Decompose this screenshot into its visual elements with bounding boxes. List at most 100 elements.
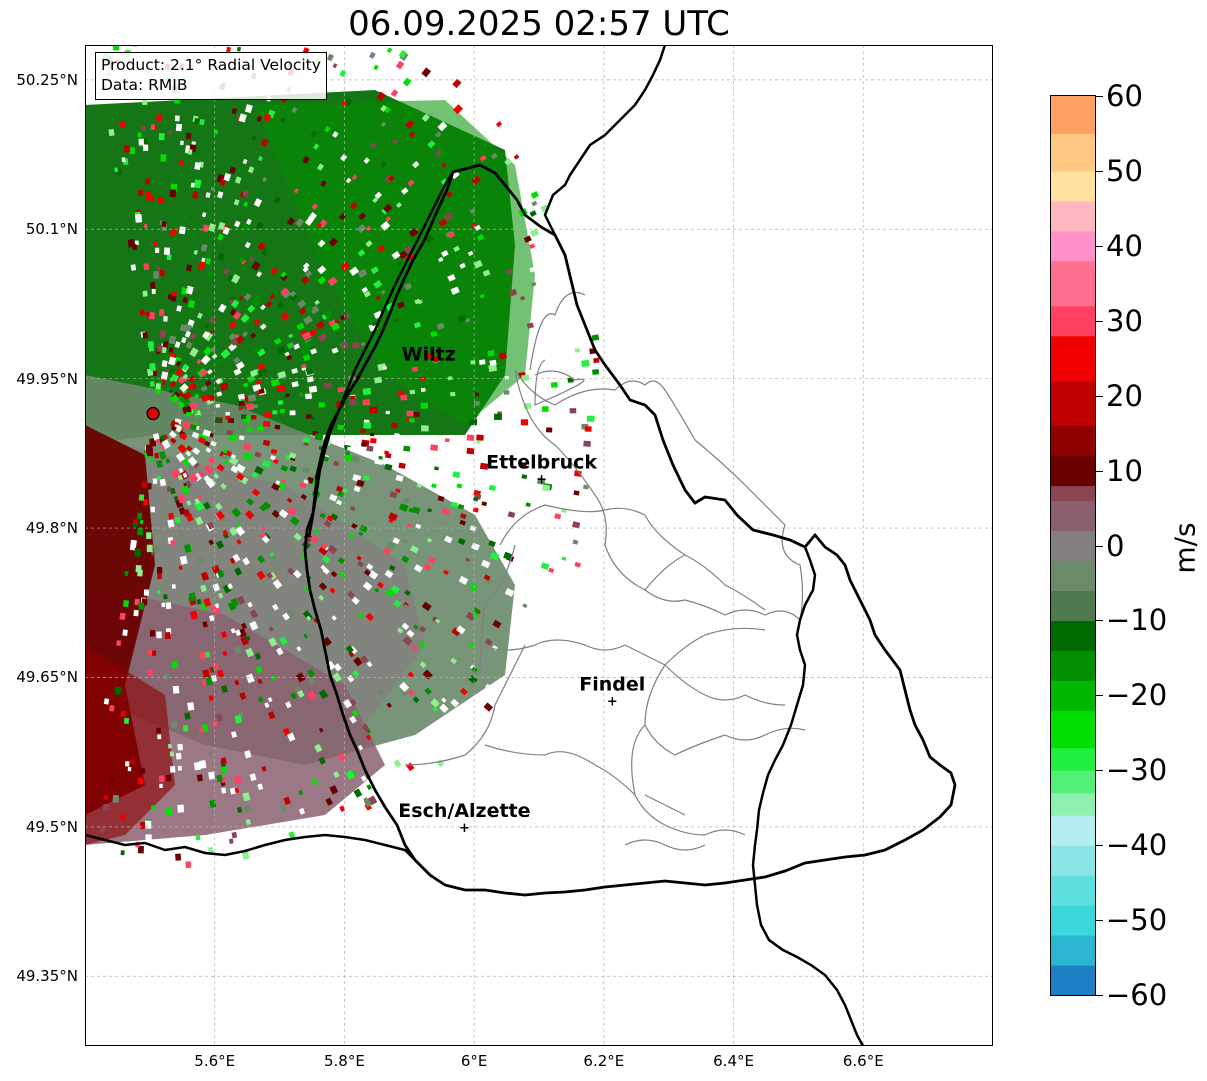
velocity-bin	[369, 406, 378, 414]
velocity-bin	[193, 249, 198, 255]
velocity-bin	[591, 451, 598, 457]
velocity-bin	[262, 439, 271, 447]
velocity-bin	[520, 467, 527, 473]
velocity-bin	[208, 539, 214, 546]
velocity-bin	[352, 669, 360, 678]
velocity-bin	[357, 249, 366, 257]
velocity-bin	[270, 266, 279, 276]
velocity-bin	[459, 513, 467, 520]
velocity-bin	[357, 224, 367, 234]
velocity-bin	[174, 516, 181, 524]
velocity-bin	[314, 433, 324, 441]
velocity-bin	[473, 259, 483, 269]
velocity-bin	[179, 432, 188, 441]
velocity-bin	[492, 619, 502, 629]
velocity-bin	[458, 490, 468, 498]
velocity-bin	[181, 485, 191, 495]
velocity-bin	[218, 592, 224, 599]
velocity-bin	[420, 387, 426, 392]
velocity-bin	[494, 413, 502, 420]
velocity-bin	[444, 535, 453, 544]
velocity-bin	[209, 316, 216, 324]
velocity-bin	[361, 286, 369, 294]
velocity-bin	[114, 167, 119, 173]
velocity-bin	[232, 311, 242, 320]
velocity-bin	[406, 629, 415, 638]
velocity-bin	[189, 472, 199, 483]
velocity-bin	[359, 524, 368, 533]
velocity-bin	[357, 612, 365, 620]
velocity-bin	[208, 695, 214, 702]
velocity-bin	[398, 462, 406, 469]
velocity-bin	[120, 813, 126, 820]
velocity-bin	[204, 651, 211, 658]
velocity-bin	[256, 570, 266, 580]
velocity-bin	[565, 432, 571, 437]
colorbar-tick-mark	[1096, 96, 1103, 97]
velocity-bin	[134, 598, 140, 606]
velocity-bin	[182, 472, 188, 478]
velocity-bin	[320, 543, 328, 550]
velocity-bin	[143, 224, 148, 229]
velocity-bin	[234, 567, 243, 576]
velocity-bin	[277, 482, 287, 491]
velocity-bin	[230, 731, 238, 738]
velocity-bin	[427, 140, 436, 149]
velocity-bin	[285, 701, 292, 709]
velocity-bin	[402, 77, 412, 87]
velocity-bin	[240, 259, 246, 265]
velocity-bin	[456, 483, 463, 489]
velocity-bin	[476, 440, 481, 444]
velocity-bin	[483, 702, 493, 712]
city-marker-icon: +	[607, 694, 618, 709]
velocity-bin	[413, 321, 422, 329]
velocity-bin	[143, 499, 149, 506]
velocity-bin	[171, 660, 179, 669]
velocity-bin	[324, 125, 331, 133]
velocity-bin	[425, 234, 434, 244]
velocity-bin	[340, 154, 348, 162]
velocity-bin	[353, 788, 363, 798]
radar-map[interactable]: Wiltz + Ettelbruck + Findel + Esch/Alzette	[85, 45, 993, 1046]
velocity-bin	[274, 424, 281, 430]
velocity-bin	[380, 221, 391, 231]
velocity-bin	[308, 385, 318, 393]
velocity-bin	[215, 510, 225, 521]
colorbar-tick-mark	[1096, 695, 1103, 697]
velocity-bin	[222, 650, 228, 657]
colorbar-tick-label: 50	[1106, 153, 1143, 188]
velocity-bin	[306, 615, 312, 621]
velocity-bin	[372, 197, 379, 204]
velocity-bin	[439, 149, 448, 158]
velocity-bin	[165, 602, 172, 610]
velocity-bin	[256, 271, 263, 278]
velocity-bin	[160, 154, 167, 162]
velocity-bin	[216, 774, 223, 783]
velocity-bin	[211, 674, 218, 682]
velocity-bin	[158, 451, 167, 460]
colorbar-tick-label: 20	[1106, 378, 1143, 413]
velocity-bin	[173, 495, 179, 502]
velocity-bin	[308, 328, 318, 337]
velocity-bin	[373, 64, 379, 71]
velocity-bin	[182, 296, 188, 304]
velocity-bin	[498, 352, 507, 360]
velocity-bin	[479, 462, 489, 470]
velocity-bin	[398, 49, 408, 59]
velocity-bin	[345, 451, 350, 456]
velocity-bin	[370, 438, 377, 444]
velocity-bin	[170, 380, 177, 387]
longitude-tick-label: 6°E	[460, 1052, 488, 1070]
velocity-bin	[231, 454, 237, 459]
velocity-bin	[163, 247, 171, 256]
velocity-bin	[272, 603, 279, 611]
velocity-bin	[228, 838, 234, 844]
radar-site-marker[interactable]	[146, 406, 160, 421]
radar-map-canvas[interactable]: Wiltz+Ettelbruck+Findel+Esch/Alzette	[85, 45, 993, 1046]
velocity-bin	[366, 445, 374, 452]
velocity-bin	[385, 588, 395, 598]
velocity-bin	[484, 638, 493, 646]
velocity-bin	[156, 566, 163, 574]
velocity-bin	[330, 513, 339, 521]
velocity-bin	[403, 603, 410, 611]
